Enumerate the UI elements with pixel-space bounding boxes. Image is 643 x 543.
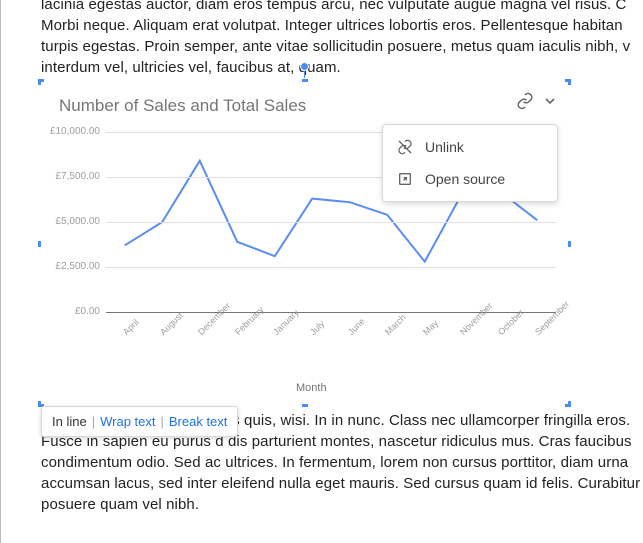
y-tick-label: £5,000.00 <box>56 216 101 227</box>
image-wrap-toolbar: In line | Wrap text | Break text <box>41 406 238 437</box>
rotation-handle[interactable] <box>300 62 309 71</box>
wrap-option-wrap[interactable]: Wrap text <box>100 414 155 429</box>
menu-item-open-source[interactable]: Open source <box>383 163 557 195</box>
separator: | <box>92 414 95 429</box>
wrap-option-inline[interactable]: In line <box>52 414 87 429</box>
menu-item-unlink[interactable]: Unlink <box>383 131 557 163</box>
embedded-chart[interactable]: Number of Sales and Total Sales Unlink <box>41 82 568 404</box>
y-tick-label: £2,500.00 <box>56 261 101 272</box>
y-tick-label: £0.00 <box>75 306 100 317</box>
menu-label: Unlink <box>425 139 464 155</box>
open-source-icon <box>397 171 413 187</box>
separator: | <box>160 414 163 429</box>
chart-link-menu: Unlink Open source <box>382 124 558 202</box>
grid-line <box>106 222 556 223</box>
y-tick-label: £7,500.00 <box>56 171 101 182</box>
unlink-icon <box>397 139 413 155</box>
body-paragraph-top: lacinia egestas auctor, diam eros tempus… <box>41 0 643 78</box>
grid-line <box>106 267 556 268</box>
x-axis-title: Month <box>296 382 327 394</box>
menu-label: Open source <box>425 171 505 187</box>
wrap-option-break[interactable]: Break text <box>169 414 228 429</box>
y-tick-label: £10,000.00 <box>50 126 100 137</box>
chart-selection-wrapper: Number of Sales and Total Sales Unlink <box>41 82 568 404</box>
